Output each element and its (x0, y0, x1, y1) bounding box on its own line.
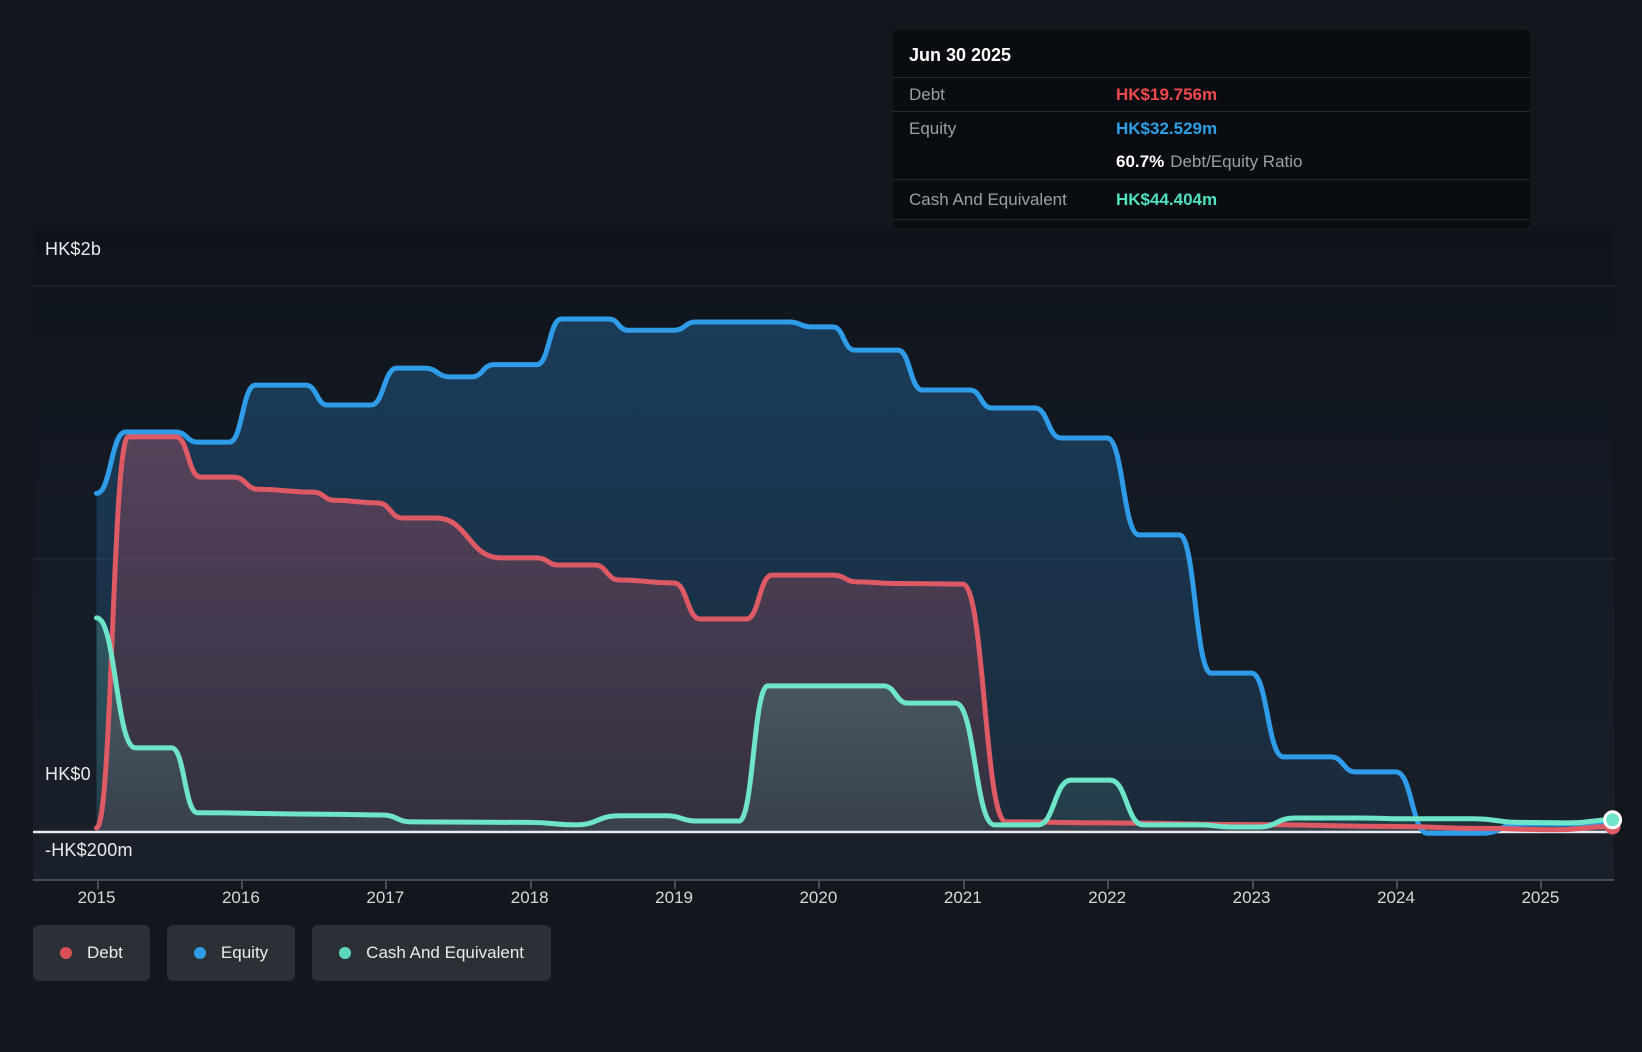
x-axis-year-label: 2024 (1377, 888, 1415, 907)
tooltip-debt-label: Debt (909, 84, 945, 104)
tooltip-date: Jun 30 2025 (893, 30, 1530, 78)
x-axis-year-label: 2021 (943, 888, 982, 907)
x-axis-year-label: 2020 (799, 888, 838, 907)
x-axis-year-label: 2016 (221, 888, 260, 907)
y-axis-label-2b: HK$2b (45, 239, 102, 259)
x-axis-tick (818, 879, 821, 889)
tooltip-debt-value: HK$19.756m (1116, 84, 1218, 104)
x-axis-tick (385, 879, 388, 889)
cash-dot-icon (339, 947, 352, 959)
tooltip-panel: Jun 30 2025 Debt HK$19.756m Equity HK$32… (893, 30, 1530, 228)
x-axis-tick (674, 879, 677, 889)
x-axis-year-label: 2018 (510, 888, 549, 907)
x-axis-year-label: 2017 (366, 888, 405, 907)
x-axis-tick (962, 879, 965, 889)
equity-dot-icon (193, 947, 206, 959)
x-axis-tick (529, 879, 532, 889)
equity-line (94, 316, 1616, 836)
tooltip-cash-value: HK$44.404m (1116, 189, 1218, 209)
x-axis-tick (240, 879, 243, 889)
tooltip-ratio-value: 60.7% (1116, 152, 1165, 171)
y-axis-label-zero: HK$0 (45, 764, 91, 784)
debt-dot-icon (60, 947, 72, 959)
x-axis-year-label: 2019 (655, 888, 694, 907)
x-axis-tick (1540, 879, 1543, 889)
tooltip-row-cash: Cash And Equivalent HK$44.404m (893, 180, 1530, 220)
tooltip-row-debt: Debt HK$19.756m (893, 78, 1530, 112)
tooltip-row-equity: Equity HK$32.529m (893, 112, 1530, 145)
legend-chip-equity[interactable]: Equity (166, 925, 296, 981)
x-axis-year-label: 2015 (77, 888, 116, 907)
tooltip-cash-label: Cash And Equivalent (909, 189, 1067, 209)
plot-area[interactable] (33, 230, 1623, 880)
debt-area (96, 436, 1613, 832)
tooltip-row-ratio: 60.7% Debt/Equity Ratio (893, 145, 1530, 180)
x-axis-tick (1107, 879, 1110, 889)
cash-area (96, 617, 1613, 832)
legend-debt-label: Debt (87, 943, 123, 962)
cash-end-marker (1603, 810, 1623, 830)
x-axis-line (33, 879, 1614, 881)
legend-equity-label: Equity (220, 943, 269, 962)
x-axis-year-label: 2022 (1088, 888, 1127, 907)
x-axis-tick (1396, 879, 1398, 889)
chart-legend: Debt Equity Cash And Equivalent (33, 925, 552, 981)
legend-chip-debt[interactable]: Debt (33, 925, 150, 981)
tooltip-ratio-label: Debt/Equity Ratio (1170, 152, 1303, 171)
x-axis-tick (96, 879, 99, 889)
tooltip-equity-label: Equity (909, 118, 957, 138)
legend-chip-cash[interactable]: Cash And Equivalent (312, 925, 552, 981)
legend-cash-label: Cash And Equivalent (366, 943, 525, 962)
x-axis-year-label: 2025 (1521, 888, 1560, 907)
x-axis-year-label: 2023 (1232, 888, 1271, 907)
y-axis-label-neg200m: -HK$200m (45, 840, 133, 860)
chart-canvas[interactable] (33, 230, 1623, 880)
tooltip-equity-value: HK$32.529m (1116, 118, 1218, 138)
cash-line (94, 615, 1616, 830)
x-axis-tick (1251, 879, 1254, 889)
